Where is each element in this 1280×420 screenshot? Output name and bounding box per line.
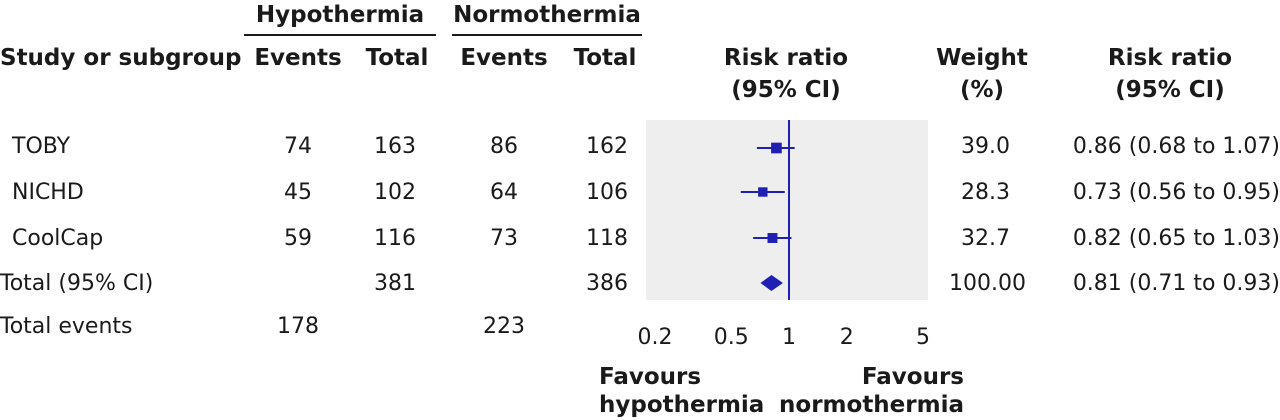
header-rr-line2: (95% CI) [1115, 77, 1225, 103]
tick-label: 1 [782, 325, 796, 350]
total-hypothermia: 381 [374, 271, 416, 296]
total-events-normothermia: 223 [483, 314, 525, 339]
favours-right-line2: normothermia [779, 392, 964, 418]
header-study: Study or subgroup [0, 45, 242, 71]
risk-ratio-value: 0.82 (0.65 to 1.03) [1072, 226, 1280, 251]
weight-value: 28.3 [961, 180, 1010, 205]
events-hypothermia: 59 [284, 226, 312, 251]
study-name: TOBY [12, 134, 71, 159]
total-label: Total (95% CI) [0, 271, 154, 296]
header-weight-line1: Weight [936, 45, 1028, 71]
favours-left-line1: Favours [599, 364, 702, 390]
events-normothermia: 64 [490, 180, 518, 205]
events-hypothermia: 74 [284, 134, 312, 159]
group-header-normothermia: Normothermia [453, 2, 641, 28]
header-events-normothermia: Events [460, 45, 548, 71]
total-normothermia: 106 [586, 180, 628, 205]
group-underline-normothermia [452, 34, 642, 36]
header-weight-line2: (%) [959, 77, 1005, 103]
total-normothermia: 386 [586, 271, 628, 296]
pooled-diamond [760, 275, 783, 291]
weight-total: 100.00 [949, 271, 1026, 296]
study-name: CoolCap [12, 226, 104, 251]
events-normothermia: 73 [490, 226, 518, 251]
group-header-hypothermia: Hypothermia [255, 2, 425, 28]
total-hypothermia: 102 [374, 180, 416, 205]
weight-value: 32.7 [961, 226, 1010, 251]
header-total-hypothermia: Total [365, 45, 429, 71]
study-marker [767, 233, 778, 243]
events-hypothermia: 45 [284, 180, 312, 205]
risk-ratio-total: 0.81 (0.71 to 0.93) [1072, 271, 1280, 296]
total-hypothermia: 163 [374, 134, 416, 159]
tick-label: 0.2 [638, 325, 673, 350]
plot-panel-background [646, 120, 928, 300]
header-rr-plot-line1: Risk ratio [723, 45, 849, 71]
tick-label: 5 [916, 325, 930, 350]
risk-ratio-value: 0.73 (0.56 to 0.95) [1072, 180, 1280, 205]
favours-left-line2: hypothermia [599, 392, 765, 418]
total-normothermia: 162 [586, 134, 628, 159]
weight-value: 39.0 [961, 134, 1010, 159]
header-rr-plot-line2: (95% CI) [731, 77, 841, 103]
tick-label: 0.5 [714, 325, 749, 350]
total-events-hypothermia: 178 [277, 314, 319, 339]
favours-right-line1: Favours [861, 364, 964, 390]
events-normothermia: 86 [490, 134, 518, 159]
tick-label: 2 [840, 325, 854, 350]
total-events-label: Total events [0, 314, 133, 339]
header-events-hypothermia: Events [254, 45, 342, 71]
total-normothermia: 118 [586, 226, 628, 251]
group-underline-hypothermia [244, 34, 436, 36]
header-total-normothermia: Total [573, 45, 637, 71]
study-name: NICHD [12, 180, 84, 205]
header-rr-line1: Risk ratio [1107, 45, 1233, 71]
study-marker [771, 142, 782, 154]
risk-ratio-value: 0.86 (0.68 to 1.07) [1072, 134, 1280, 159]
total-hypothermia: 116 [374, 226, 416, 251]
study-marker [758, 187, 768, 197]
